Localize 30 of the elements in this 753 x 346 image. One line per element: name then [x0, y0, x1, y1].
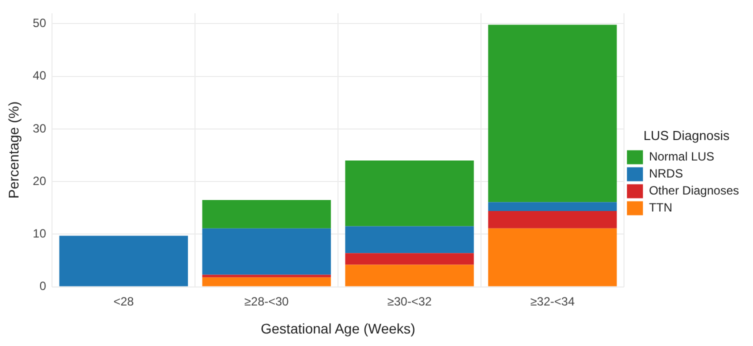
x-tick-label: <28 [113, 294, 134, 308]
bar [345, 253, 474, 265]
x-tick-label: ≥32-<34 [530, 294, 575, 308]
y-tick-label: 40 [32, 68, 46, 83]
bar [345, 264, 474, 286]
bar [59, 236, 188, 286]
y-tick-label: 20 [32, 174, 46, 188]
legend-label: Normal LUS [648, 150, 714, 164]
y-tick-label: 50 [32, 16, 46, 30]
legend-label: NRDS [648, 166, 683, 181]
y-tick-label: 30 [32, 121, 46, 136]
legend-title: LUS Diagnosis [643, 128, 730, 143]
bar [345, 160, 474, 226]
bar [488, 211, 617, 228]
legend-label: TTN [648, 200, 672, 215]
legend-label: Other Diagnoses [648, 184, 739, 198]
bar [488, 202, 617, 212]
bar [202, 274, 331, 278]
y-axis-title: Percentage (%) [5, 101, 22, 199]
bar [488, 24, 617, 202]
x-tick-label: ≥30-<32 [387, 294, 432, 308]
y-tick-label: 0 [39, 279, 46, 294]
bar [488, 228, 617, 286]
x-axis-title: Gestational Age (Weeks) [260, 320, 416, 336]
y-tick-label: 10 [32, 226, 46, 240]
bar [202, 277, 331, 286]
bar [202, 228, 331, 275]
x-tick-label: ≥28-<30 [244, 294, 290, 308]
bar [345, 226, 474, 254]
bar [202, 200, 331, 228]
